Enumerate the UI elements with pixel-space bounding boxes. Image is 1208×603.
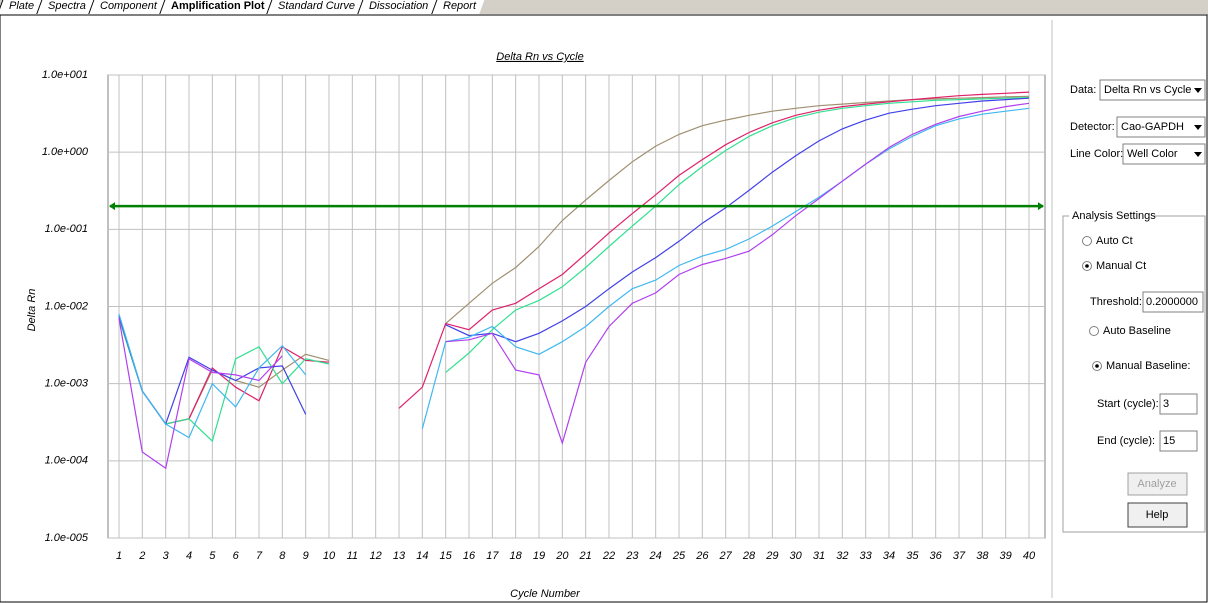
data-value: Delta Rn vs Cycle <box>1104 84 1191 96</box>
x-tick-label: 29 <box>765 550 778 562</box>
x-tick-label: 6 <box>233 550 240 562</box>
x-tick-label: 25 <box>672 550 686 562</box>
detector-label: Detector: <box>1070 121 1115 133</box>
x-tick-label: 38 <box>976 550 989 562</box>
x-tick-label: 22 <box>602 550 615 562</box>
end-label: End (cycle): <box>1097 435 1155 447</box>
series-line <box>118 107 1030 439</box>
radio[interactable] <box>1089 326 1099 336</box>
group-title-bg <box>1069 210 1153 222</box>
x-tick-label: 18 <box>510 550 523 562</box>
line-color-dropdown[interactable] <box>1122 143 1206 165</box>
x-tick-label: 39 <box>1000 550 1012 562</box>
x-tick-label: 9 <box>303 550 309 562</box>
x-axis-label: Cycle Number <box>510 588 581 600</box>
x-tick-label: 13 <box>393 550 406 562</box>
x-tick-label: 26 <box>695 550 709 562</box>
threshold-input[interactable] <box>1142 291 1204 313</box>
dropdown-arrow <box>1194 152 1202 157</box>
x-tick-label: 40 <box>1023 550 1036 562</box>
threshold-value: 0.2000000 <box>1146 296 1198 308</box>
analyze-button[interactable] <box>1127 472 1188 496</box>
tab[interactable]: Component <box>88 0 166 14</box>
y-tick-label: 1.0e-005 <box>45 532 89 544</box>
chart-title: Delta Rn vs Cycle <box>496 51 583 63</box>
x-tick-label: 8 <box>279 550 286 562</box>
analyze-label: Analyze <box>1137 478 1176 490</box>
y-tick-label: 1.0e-004 <box>45 455 88 467</box>
x-tick-label: 21 <box>579 550 592 562</box>
radio[interactable] <box>1082 236 1092 246</box>
y-axis-label: Delta Rn <box>26 289 38 332</box>
x-tick-label: 20 <box>555 550 569 562</box>
manual-ct: Manual Ct <box>1096 260 1146 272</box>
start-value: 3 <box>1163 398 1169 410</box>
x-tick-label: 24 <box>649 550 662 562</box>
start-label: Start (cycle): <box>1097 398 1159 410</box>
end-input[interactable] <box>1159 430 1198 452</box>
threshold-label: Threshold: <box>1090 296 1142 308</box>
x-tick-label: 1 <box>116 550 122 562</box>
tab[interactable]: Standard Curve <box>266 0 365 14</box>
x-tick-label: 34 <box>883 550 895 562</box>
x-tick-label: 30 <box>790 550 803 562</box>
data-dropdown[interactable] <box>1099 79 1206 101</box>
content-frame <box>0 14 1208 603</box>
x-tick-label: 10 <box>323 550 336 562</box>
tab[interactable]: Dissociation <box>357 0 438 14</box>
x-tick-label: 15 <box>440 550 453 562</box>
group-title: Analysis Settings <box>1072 210 1156 222</box>
x-tick-label: 35 <box>906 550 919 562</box>
x-tick-label: 36 <box>930 550 943 562</box>
end-value: 15 <box>1163 435 1175 447</box>
x-tick-label: 17 <box>486 550 499 562</box>
x-tick-label: 27 <box>719 550 733 562</box>
dropdown-arrow <box>1194 125 1202 130</box>
auto-baseline: Auto Baseline <box>1103 325 1171 337</box>
detector-value: Cao-GAPDH <box>1121 121 1184 133</box>
data-label: Data: <box>1070 84 1096 96</box>
auto-ct: Auto Ct <box>1096 235 1133 247</box>
x-tick-label: 23 <box>625 550 639 562</box>
x-tick-label: 2 <box>138 550 145 562</box>
y-tick-label: 1.0e+000 <box>42 146 89 158</box>
radio-dot <box>1085 264 1089 268</box>
series-line <box>118 102 1030 470</box>
x-tick-label: 4 <box>186 550 192 562</box>
x-tick-label: 33 <box>860 550 873 562</box>
x-tick-label: 28 <box>742 550 756 562</box>
detector-dropdown[interactable] <box>1116 116 1206 138</box>
help-button[interactable] <box>1127 502 1188 528</box>
x-tick-label: 31 <box>813 550 825 562</box>
tab-active[interactable]: Amplification Plot <box>159 0 274 14</box>
x-tick-label: 5 <box>209 550 216 562</box>
y-tick-label: 1.0e+001 <box>42 69 88 81</box>
x-tick-label: 19 <box>533 550 545 562</box>
y-tick-label: 1.0e-001 <box>45 223 88 235</box>
x-tick-label: 16 <box>463 550 476 562</box>
x-tick-label: 37 <box>953 550 966 562</box>
manual-baseline: Manual Baseline: <box>1106 360 1190 372</box>
tab[interactable]: Report <box>431 0 485 14</box>
x-tick-label: 12 <box>370 550 382 562</box>
start-input[interactable] <box>1159 393 1198 415</box>
x-tick-label: 11 <box>347 550 358 562</box>
x-tick-label: 7 <box>256 550 263 562</box>
x-tick-label: 3 <box>163 550 170 562</box>
radio-dot <box>1095 364 1099 368</box>
dropdown-arrow <box>1194 88 1202 93</box>
y-tick-label: 1.0e-003 <box>45 378 89 390</box>
y-tick-label: 1.0e-002 <box>45 300 88 312</box>
help-label: Help <box>1146 509 1169 521</box>
tab-bar: Plate Spectra Component Amplification Pl… <box>0 0 1208 15</box>
plot-area: 1 2 3 4 5 6 7 8 9 10 11 12 13 14 15 16 17 18 19 20 21 22 23 24 2… <box>42 69 1045 562</box>
line-color-label: Line Color: <box>1070 148 1123 160</box>
x-tick-label: 14 <box>416 550 428 562</box>
x-tick-label: 32 <box>836 550 848 562</box>
line-color-value: Well Color <box>1127 148 1178 160</box>
tab[interactable]: Spectra <box>36 0 95 14</box>
